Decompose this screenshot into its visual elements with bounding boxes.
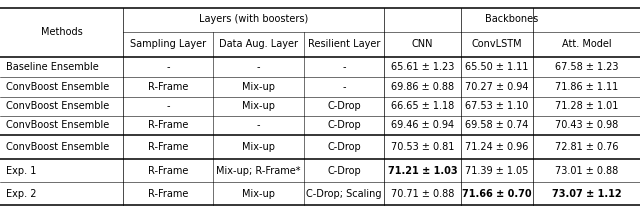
Text: 69.86 ± 0.88: 69.86 ± 0.88 — [391, 82, 454, 92]
Text: 71.21 ± 1.03: 71.21 ± 1.03 — [388, 166, 457, 176]
Text: 70.27 ± 0.94: 70.27 ± 0.94 — [465, 82, 529, 92]
Text: ConvBoost Ensemble: ConvBoost Ensemble — [6, 82, 109, 92]
Text: -: - — [166, 62, 170, 72]
Text: R-Frame: R-Frame — [148, 142, 188, 152]
Text: 71.66 ± 0.70: 71.66 ± 0.70 — [462, 189, 532, 199]
Text: Exp. 2: Exp. 2 — [6, 189, 37, 199]
Text: Resilient Layer: Resilient Layer — [308, 39, 380, 49]
Text: C-Drop: C-Drop — [327, 120, 361, 130]
Text: C-Drop; Scaling: C-Drop; Scaling — [307, 189, 381, 199]
Text: 71.24 ± 0.96: 71.24 ± 0.96 — [465, 142, 529, 152]
Text: Baseline Ensemble: Baseline Ensemble — [6, 62, 99, 72]
Text: 66.65 ± 1.18: 66.65 ± 1.18 — [391, 101, 454, 111]
Text: Methods: Methods — [40, 27, 83, 37]
Text: 65.61 ± 1.23: 65.61 ± 1.23 — [390, 62, 454, 72]
Text: R-Frame: R-Frame — [148, 120, 188, 130]
Text: 65.50 ± 1.11: 65.50 ± 1.11 — [465, 62, 529, 72]
Text: Sampling Layer: Sampling Layer — [130, 39, 206, 49]
Text: -: - — [257, 120, 260, 130]
Text: R-Frame: R-Frame — [148, 166, 188, 176]
Text: ConvBoost Ensemble: ConvBoost Ensemble — [6, 101, 109, 111]
Text: 73.01 ± 0.88: 73.01 ± 0.88 — [555, 166, 618, 176]
Text: Att. Model: Att. Model — [562, 39, 611, 49]
Text: Exp. 1: Exp. 1 — [6, 166, 36, 176]
Text: Mix-up: Mix-up — [242, 189, 275, 199]
Text: Data Aug. Layer: Data Aug. Layer — [219, 39, 298, 49]
Text: CNN: CNN — [412, 39, 433, 49]
Text: Mix-up: Mix-up — [242, 142, 275, 152]
Text: 67.53 ± 1.10: 67.53 ± 1.10 — [465, 101, 529, 111]
Text: 71.28 ± 1.01: 71.28 ± 1.01 — [555, 101, 618, 111]
Text: R-Frame: R-Frame — [148, 189, 188, 199]
Text: 71.86 ± 1.11: 71.86 ± 1.11 — [555, 82, 618, 92]
Text: Mix-up; R-Frame*: Mix-up; R-Frame* — [216, 166, 301, 176]
Text: -: - — [166, 101, 170, 111]
Text: C-Drop: C-Drop — [327, 101, 361, 111]
Text: 72.81 ± 0.76: 72.81 ± 0.76 — [555, 142, 618, 152]
Text: -: - — [342, 62, 346, 72]
Text: Layers (with boosters): Layers (with boosters) — [199, 14, 308, 24]
Text: R-Frame: R-Frame — [148, 82, 188, 92]
Text: -: - — [342, 82, 346, 92]
Text: 70.43 ± 0.98: 70.43 ± 0.98 — [555, 120, 618, 130]
Text: ConvLSTM: ConvLSTM — [472, 39, 522, 49]
Text: Mix-up: Mix-up — [242, 101, 275, 111]
Text: Mix-up: Mix-up — [242, 82, 275, 92]
Text: ConvBoost Ensemble: ConvBoost Ensemble — [6, 120, 109, 130]
Text: ConvBoost Ensemble: ConvBoost Ensemble — [6, 142, 109, 152]
Text: 67.58 ± 1.23: 67.58 ± 1.23 — [555, 62, 618, 72]
Text: 70.53 ± 0.81: 70.53 ± 0.81 — [390, 142, 454, 152]
Text: C-Drop: C-Drop — [327, 142, 361, 152]
Text: Backbones: Backbones — [485, 14, 539, 24]
Text: 73.07 ± 1.12: 73.07 ± 1.12 — [552, 189, 621, 199]
Text: 70.71 ± 0.88: 70.71 ± 0.88 — [390, 189, 454, 199]
Text: 69.58 ± 0.74: 69.58 ± 0.74 — [465, 120, 529, 130]
Text: 69.46 ± 0.94: 69.46 ± 0.94 — [391, 120, 454, 130]
Text: C-Drop: C-Drop — [327, 166, 361, 176]
Text: -: - — [257, 62, 260, 72]
Text: 71.39 ± 1.05: 71.39 ± 1.05 — [465, 166, 529, 176]
